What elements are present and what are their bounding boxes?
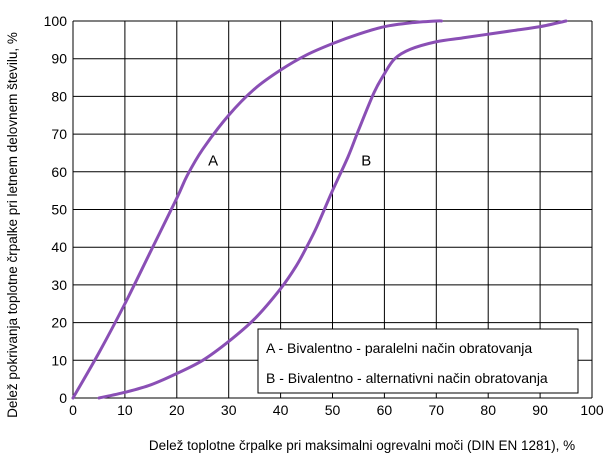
x-tick-label: 50 <box>325 402 341 418</box>
y-tick-label: 70 <box>51 126 67 142</box>
legend-entry-b: B - Bivalentno - alternativni način obra… <box>266 370 548 386</box>
x-tick-label: 100 <box>580 402 604 418</box>
x-tick-label: 60 <box>377 402 393 418</box>
y-tick-label: 10 <box>51 352 67 368</box>
curve-label-a: A <box>208 152 218 169</box>
y-tick-label: 20 <box>51 315 67 331</box>
y-tick-label: 80 <box>51 88 67 104</box>
legend-box <box>257 328 579 394</box>
x-tick-label: 70 <box>429 402 445 418</box>
series-lines <box>71 19 568 400</box>
legend-entry-a: A - Bivalentno - paralelni način obratov… <box>266 340 532 356</box>
y-tick-label: 0 <box>59 390 67 406</box>
y-tick-label: 30 <box>51 277 67 293</box>
y-tick-label: 50 <box>51 202 67 218</box>
y-tick-label: 40 <box>51 239 67 255</box>
x-axis-label: Delež toplotne črpalke pri maksimalni og… <box>149 438 575 453</box>
x-tick-label: 30 <box>221 402 237 418</box>
y-axis-label: Delež pokrivanja toplotne črpalke pri le… <box>5 32 20 418</box>
x-tick-label: 20 <box>169 402 185 418</box>
x-tick-label: 10 <box>117 402 133 418</box>
y-tick-labels: 0 10 20 30 40 50 60 70 80 90 100 <box>44 13 68 406</box>
series-line-a <box>71 19 443 400</box>
y-tick-label: 60 <box>51 164 67 180</box>
x-tick-labels: 0 10 20 30 40 50 60 70 80 90 100 <box>69 402 604 418</box>
y-tick-label: 100 <box>44 13 68 29</box>
legend: A - Bivalentno - paralelni način obratov… <box>257 328 579 394</box>
y-tick-label: 90 <box>51 51 67 67</box>
x-tick-label: 40 <box>273 402 289 418</box>
series-line-b <box>97 19 568 400</box>
x-tick-label: 80 <box>480 402 496 418</box>
grid <box>72 20 593 399</box>
curve-label-b: B <box>361 152 371 169</box>
x-tick-label: 0 <box>69 402 77 418</box>
x-tick-label: 90 <box>532 402 548 418</box>
